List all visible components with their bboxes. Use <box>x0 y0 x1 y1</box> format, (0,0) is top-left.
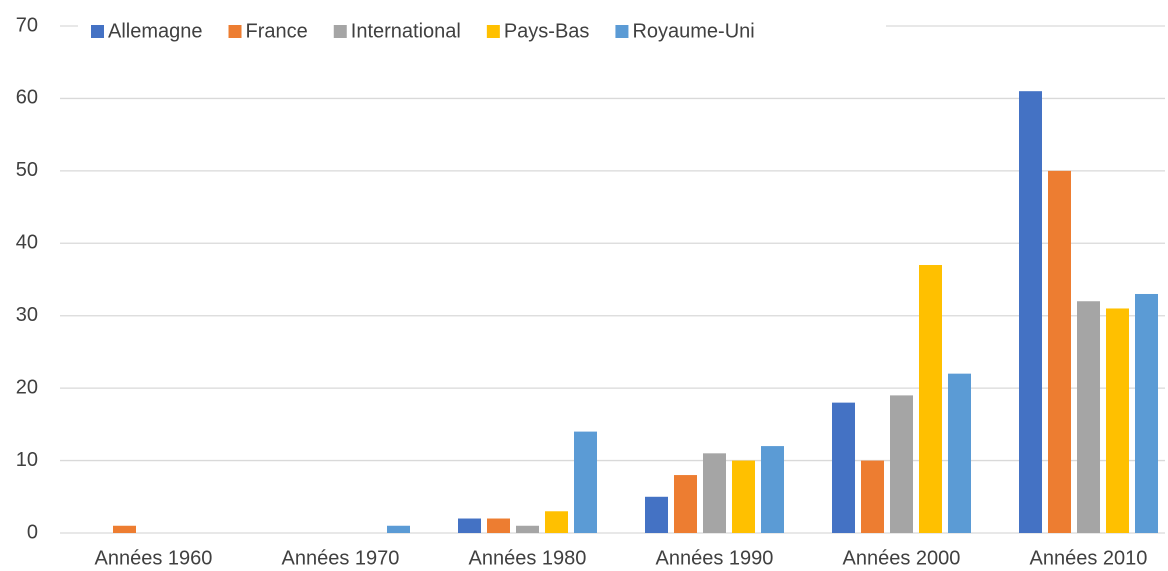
x-tick-label: Années 1990 <box>656 547 774 569</box>
y-tick-label: 0 <box>27 521 38 543</box>
y-tick-label: 10 <box>16 449 38 471</box>
bar <box>1106 308 1129 533</box>
bar <box>890 395 913 533</box>
bar <box>458 518 481 533</box>
bar <box>387 525 410 533</box>
legend: Allemagne France International Pays-Bas Roya… <box>78 12 886 50</box>
legend-swatch <box>91 25 104 38</box>
x-tick-label: Années 1970 <box>282 547 400 569</box>
legend-swatch <box>228 25 242 38</box>
legend-label: Royaume-Uni <box>632 20 754 42</box>
legend-label: France <box>246 20 308 42</box>
legend-background <box>78 12 886 50</box>
x-tick-label: Années 2000 <box>843 547 961 569</box>
bar <box>1019 91 1042 533</box>
bar <box>703 453 726 533</box>
bar <box>574 431 597 533</box>
legend-swatch <box>615 25 629 38</box>
plot-area: 0 10 20 30 40 50 60 70 Années 1960 Années 1970 Ann… <box>16 14 1165 569</box>
x-tick-label: Années 2010 <box>1030 547 1148 569</box>
y-tick-label: 50 <box>16 159 38 181</box>
bar <box>861 460 884 533</box>
y-tick-label: 20 <box>16 376 38 398</box>
x-tick-label: Années 1980 <box>469 547 587 569</box>
x-tick-label: Années 1960 <box>95 547 213 569</box>
legend-swatch <box>486 25 500 38</box>
legend-label: Allemagne <box>108 20 203 42</box>
y-tick-label: 60 <box>16 87 38 109</box>
y-tick-label: 70 <box>16 14 38 36</box>
y-tick-label: 40 <box>16 232 38 254</box>
bar <box>645 496 668 533</box>
bar <box>761 446 784 533</box>
bar <box>919 265 942 533</box>
bar <box>487 518 510 533</box>
legend-swatch <box>333 25 347 38</box>
bar <box>1077 301 1100 533</box>
legend-label: Pays-Bas <box>504 20 590 42</box>
bar <box>948 373 971 533</box>
bar <box>1048 170 1071 533</box>
bar <box>674 475 697 533</box>
bar <box>545 511 568 533</box>
bar <box>832 402 855 533</box>
bar <box>1135 293 1158 533</box>
bar <box>732 460 755 533</box>
y-tick-label: 30 <box>16 304 38 326</box>
legend-label: International <box>351 20 461 42</box>
bar <box>113 525 136 533</box>
bar <box>516 525 539 533</box>
